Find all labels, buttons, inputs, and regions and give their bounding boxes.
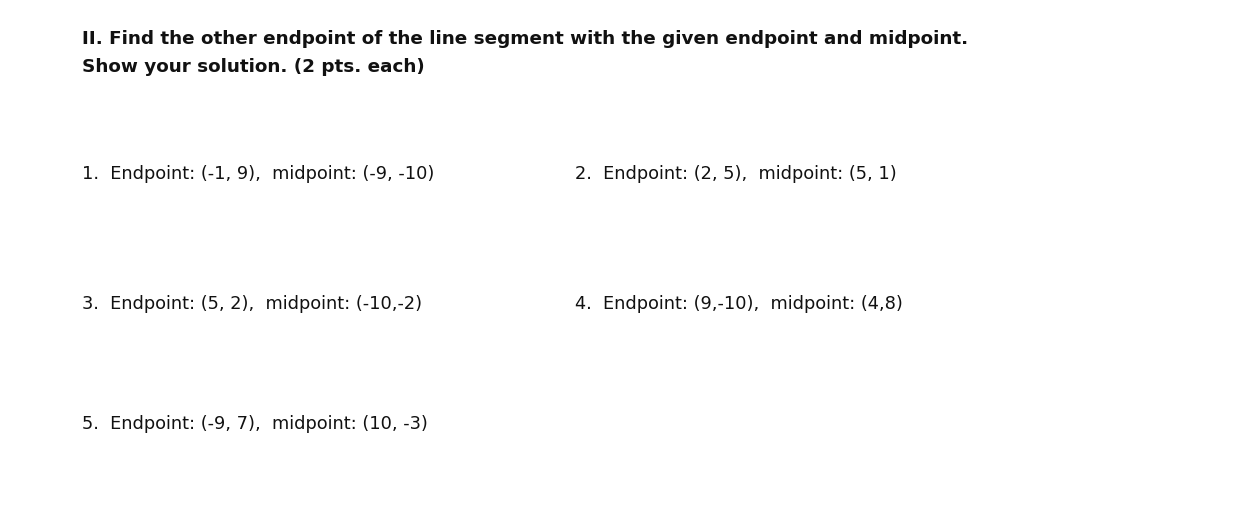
Text: 4.  Endpoint: (9,-10),  midpoint: (4,8): 4. Endpoint: (9,-10), midpoint: (4,8)	[574, 295, 903, 313]
Text: 2.  Endpoint: (2, 5),  midpoint: (5, 1): 2. Endpoint: (2, 5), midpoint: (5, 1)	[574, 165, 897, 183]
Text: Show your solution. (2 pts. each): Show your solution. (2 pts. each)	[82, 58, 425, 76]
Text: 5.  Endpoint: (-9, 7),  midpoint: (10, -3): 5. Endpoint: (-9, 7), midpoint: (10, -3)	[82, 415, 427, 433]
Text: 1.  Endpoint: (-1, 9),  midpoint: (-9, -10): 1. Endpoint: (-1, 9), midpoint: (-9, -10…	[82, 165, 435, 183]
Text: 3.  Endpoint: (5, 2),  midpoint: (-10,-2): 3. Endpoint: (5, 2), midpoint: (-10,-2)	[82, 295, 422, 313]
Text: II. Find the other endpoint of the line segment with the given endpoint and midp: II. Find the other endpoint of the line …	[82, 30, 968, 48]
